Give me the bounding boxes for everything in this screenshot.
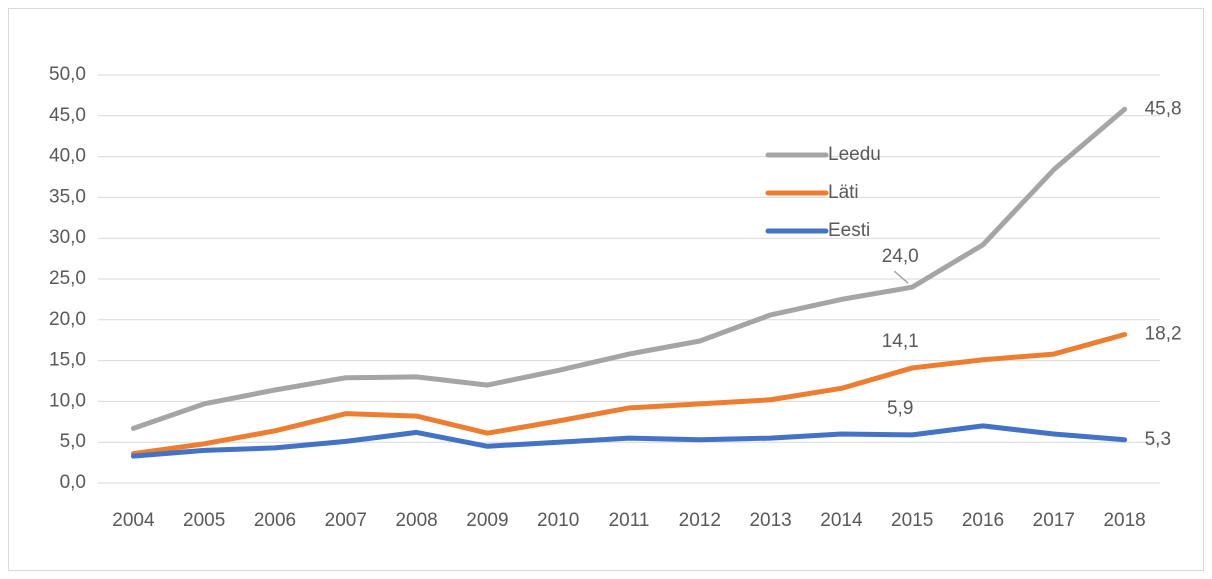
data-label: 14,1 bbox=[882, 331, 919, 352]
x-tick-label: 2006 bbox=[254, 510, 296, 531]
x-tick-label: 2014 bbox=[820, 510, 863, 531]
label-leader bbox=[893, 270, 909, 284]
x-tick-label: 2011 bbox=[609, 510, 650, 531]
x-tick-label: 2007 bbox=[325, 510, 367, 531]
y-tick-label: 35,0 bbox=[49, 186, 86, 207]
y-tick-label: 20,0 bbox=[49, 309, 86, 330]
y-tick-label: 10,0 bbox=[49, 390, 86, 411]
series-line bbox=[130, 331, 1128, 457]
x-tick-label: 2015 bbox=[891, 510, 933, 531]
y-tick-label: 40,0 bbox=[49, 146, 86, 167]
x-tick-label: 2017 bbox=[1033, 510, 1075, 531]
x-tick-label: 2004 bbox=[112, 510, 155, 531]
y-tick-label: 30,0 bbox=[49, 227, 86, 248]
x-tick-label: 2010 bbox=[537, 510, 579, 531]
y-tick-label: 15,0 bbox=[49, 350, 86, 371]
data-label: 45,8 bbox=[1145, 98, 1182, 119]
data-label: 5,3 bbox=[1145, 429, 1171, 450]
data-label: 5,9 bbox=[887, 398, 913, 419]
y-tick-label: 5,0 bbox=[60, 431, 86, 452]
x-tick-label: 2013 bbox=[749, 510, 791, 531]
legend-label: Läti bbox=[828, 182, 859, 203]
y-tick-label: 45,0 bbox=[49, 105, 86, 126]
x-tick-label: 2016 bbox=[962, 510, 1004, 531]
x-tick-label: 2008 bbox=[395, 510, 437, 531]
x-tick-label: 2012 bbox=[679, 510, 721, 531]
x-tick-label: 2018 bbox=[1103, 510, 1145, 531]
legend-label: Leedu bbox=[828, 144, 881, 165]
y-tick-label: 25,0 bbox=[49, 268, 86, 289]
series-line bbox=[130, 423, 1128, 459]
x-tick-label: 2005 bbox=[183, 510, 225, 531]
y-tick-label: 50,0 bbox=[49, 64, 86, 85]
y-tick-label: 0,0 bbox=[60, 472, 86, 493]
data-label: 24,0 bbox=[882, 246, 919, 267]
data-label: 18,2 bbox=[1145, 324, 1182, 345]
series-line bbox=[130, 106, 1128, 431]
legend-label: Eesti bbox=[828, 220, 870, 241]
chart-frame bbox=[8, 8, 1204, 571]
x-tick-label: 2009 bbox=[466, 510, 508, 531]
